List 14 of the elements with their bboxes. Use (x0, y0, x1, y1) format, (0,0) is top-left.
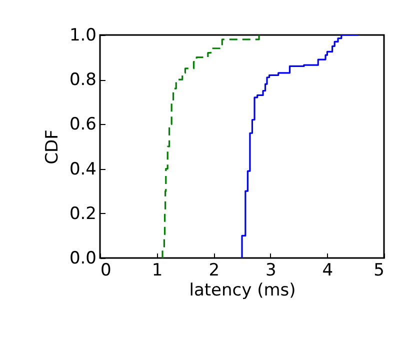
y-tick-label: 0.6 (69, 114, 96, 135)
x-tick-label: 0 (100, 260, 112, 280)
y-tick-label: 0.4 (69, 159, 96, 180)
x-tick-label: 3 (265, 260, 276, 280)
y-tick-label: 0.8 (69, 70, 96, 90)
y-tick-label: 0.2 (69, 204, 96, 224)
x-axis-title: latency (ms) (189, 280, 296, 300)
y-tick-label: 1.0 (69, 26, 96, 46)
x-tick-label: 1 (152, 260, 163, 280)
x-tick-label: 5 (374, 260, 384, 280)
y-axis-title: CDF (42, 130, 62, 164)
y-tick-label: 0.0 (69, 248, 96, 268)
x-tick-label: 4 (322, 260, 334, 280)
x-tick-label: 2 (208, 260, 220, 280)
